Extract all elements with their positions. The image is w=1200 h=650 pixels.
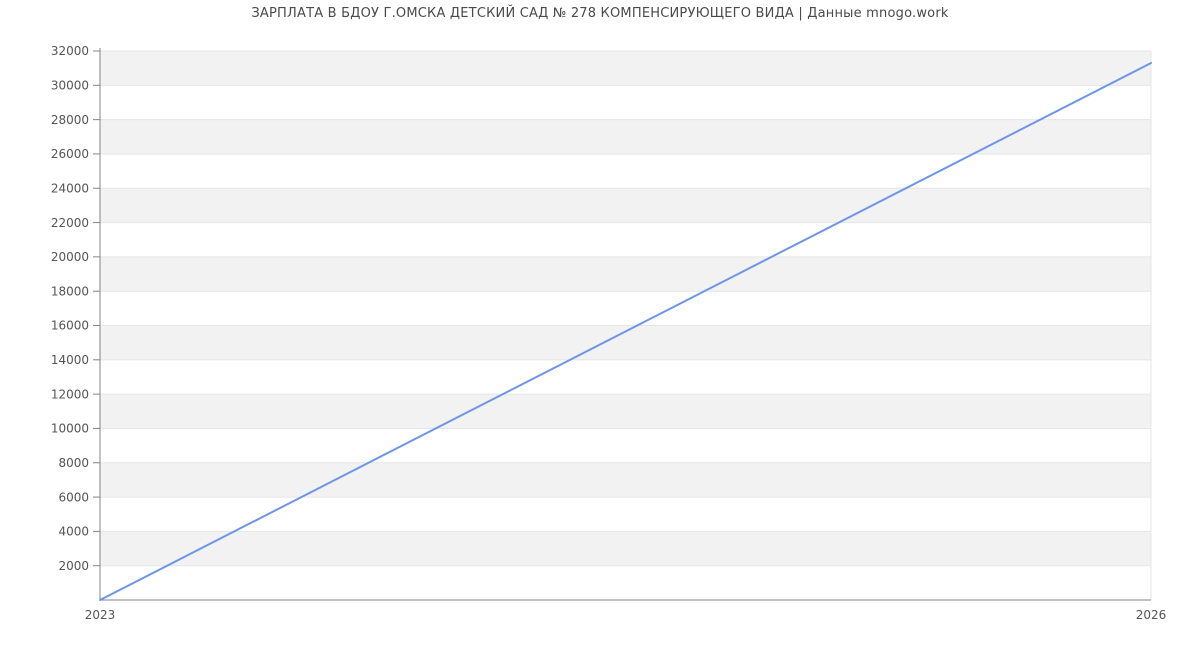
y-axis-tick-label: 22000	[51, 216, 89, 230]
y-axis-tick-label: 26000	[51, 147, 89, 161]
y-axis-tick-label: 28000	[51, 113, 89, 127]
band-stripe	[100, 256, 1151, 292]
band-stripe	[100, 531, 1151, 566]
y-axis-tick-label: 12000	[51, 387, 89, 401]
y-axis-tick-label: 4000	[58, 525, 89, 539]
chart-title: ЗАРПЛАТА В БДОУ Г.ОМСКА ДЕТСКИЙ САД № 27…	[251, 6, 949, 21]
salary-line-series	[99, 62, 1152, 601]
y-axis-tick-label: 18000	[51, 284, 89, 298]
band-stripe	[100, 119, 1151, 154]
band-stripe	[100, 462, 1151, 498]
y-axis-tick-label: 8000	[58, 456, 89, 470]
y-axis-tick-label: 24000	[51, 181, 89, 195]
x-axis-tick-label: 2023	[85, 608, 116, 622]
y-axis-tick-label: 20000	[51, 250, 89, 264]
band-stripe	[100, 394, 1151, 429]
y-axis-tick-label: 14000	[51, 353, 89, 367]
y-axis-tick-label: 32000	[51, 44, 89, 58]
y-axis-tick-label: 2000	[58, 559, 89, 573]
y-axis-tick-label: 16000	[51, 319, 89, 333]
y-axis-tick-label: 6000	[58, 490, 89, 504]
y-axis-tick-label: 10000	[51, 422, 89, 436]
y-axis-tick-label: 30000	[51, 79, 89, 93]
x-axis-tick-label: 2026	[1136, 608, 1167, 622]
band-stripe	[100, 51, 1151, 86]
band-stripe	[100, 188, 1151, 223]
